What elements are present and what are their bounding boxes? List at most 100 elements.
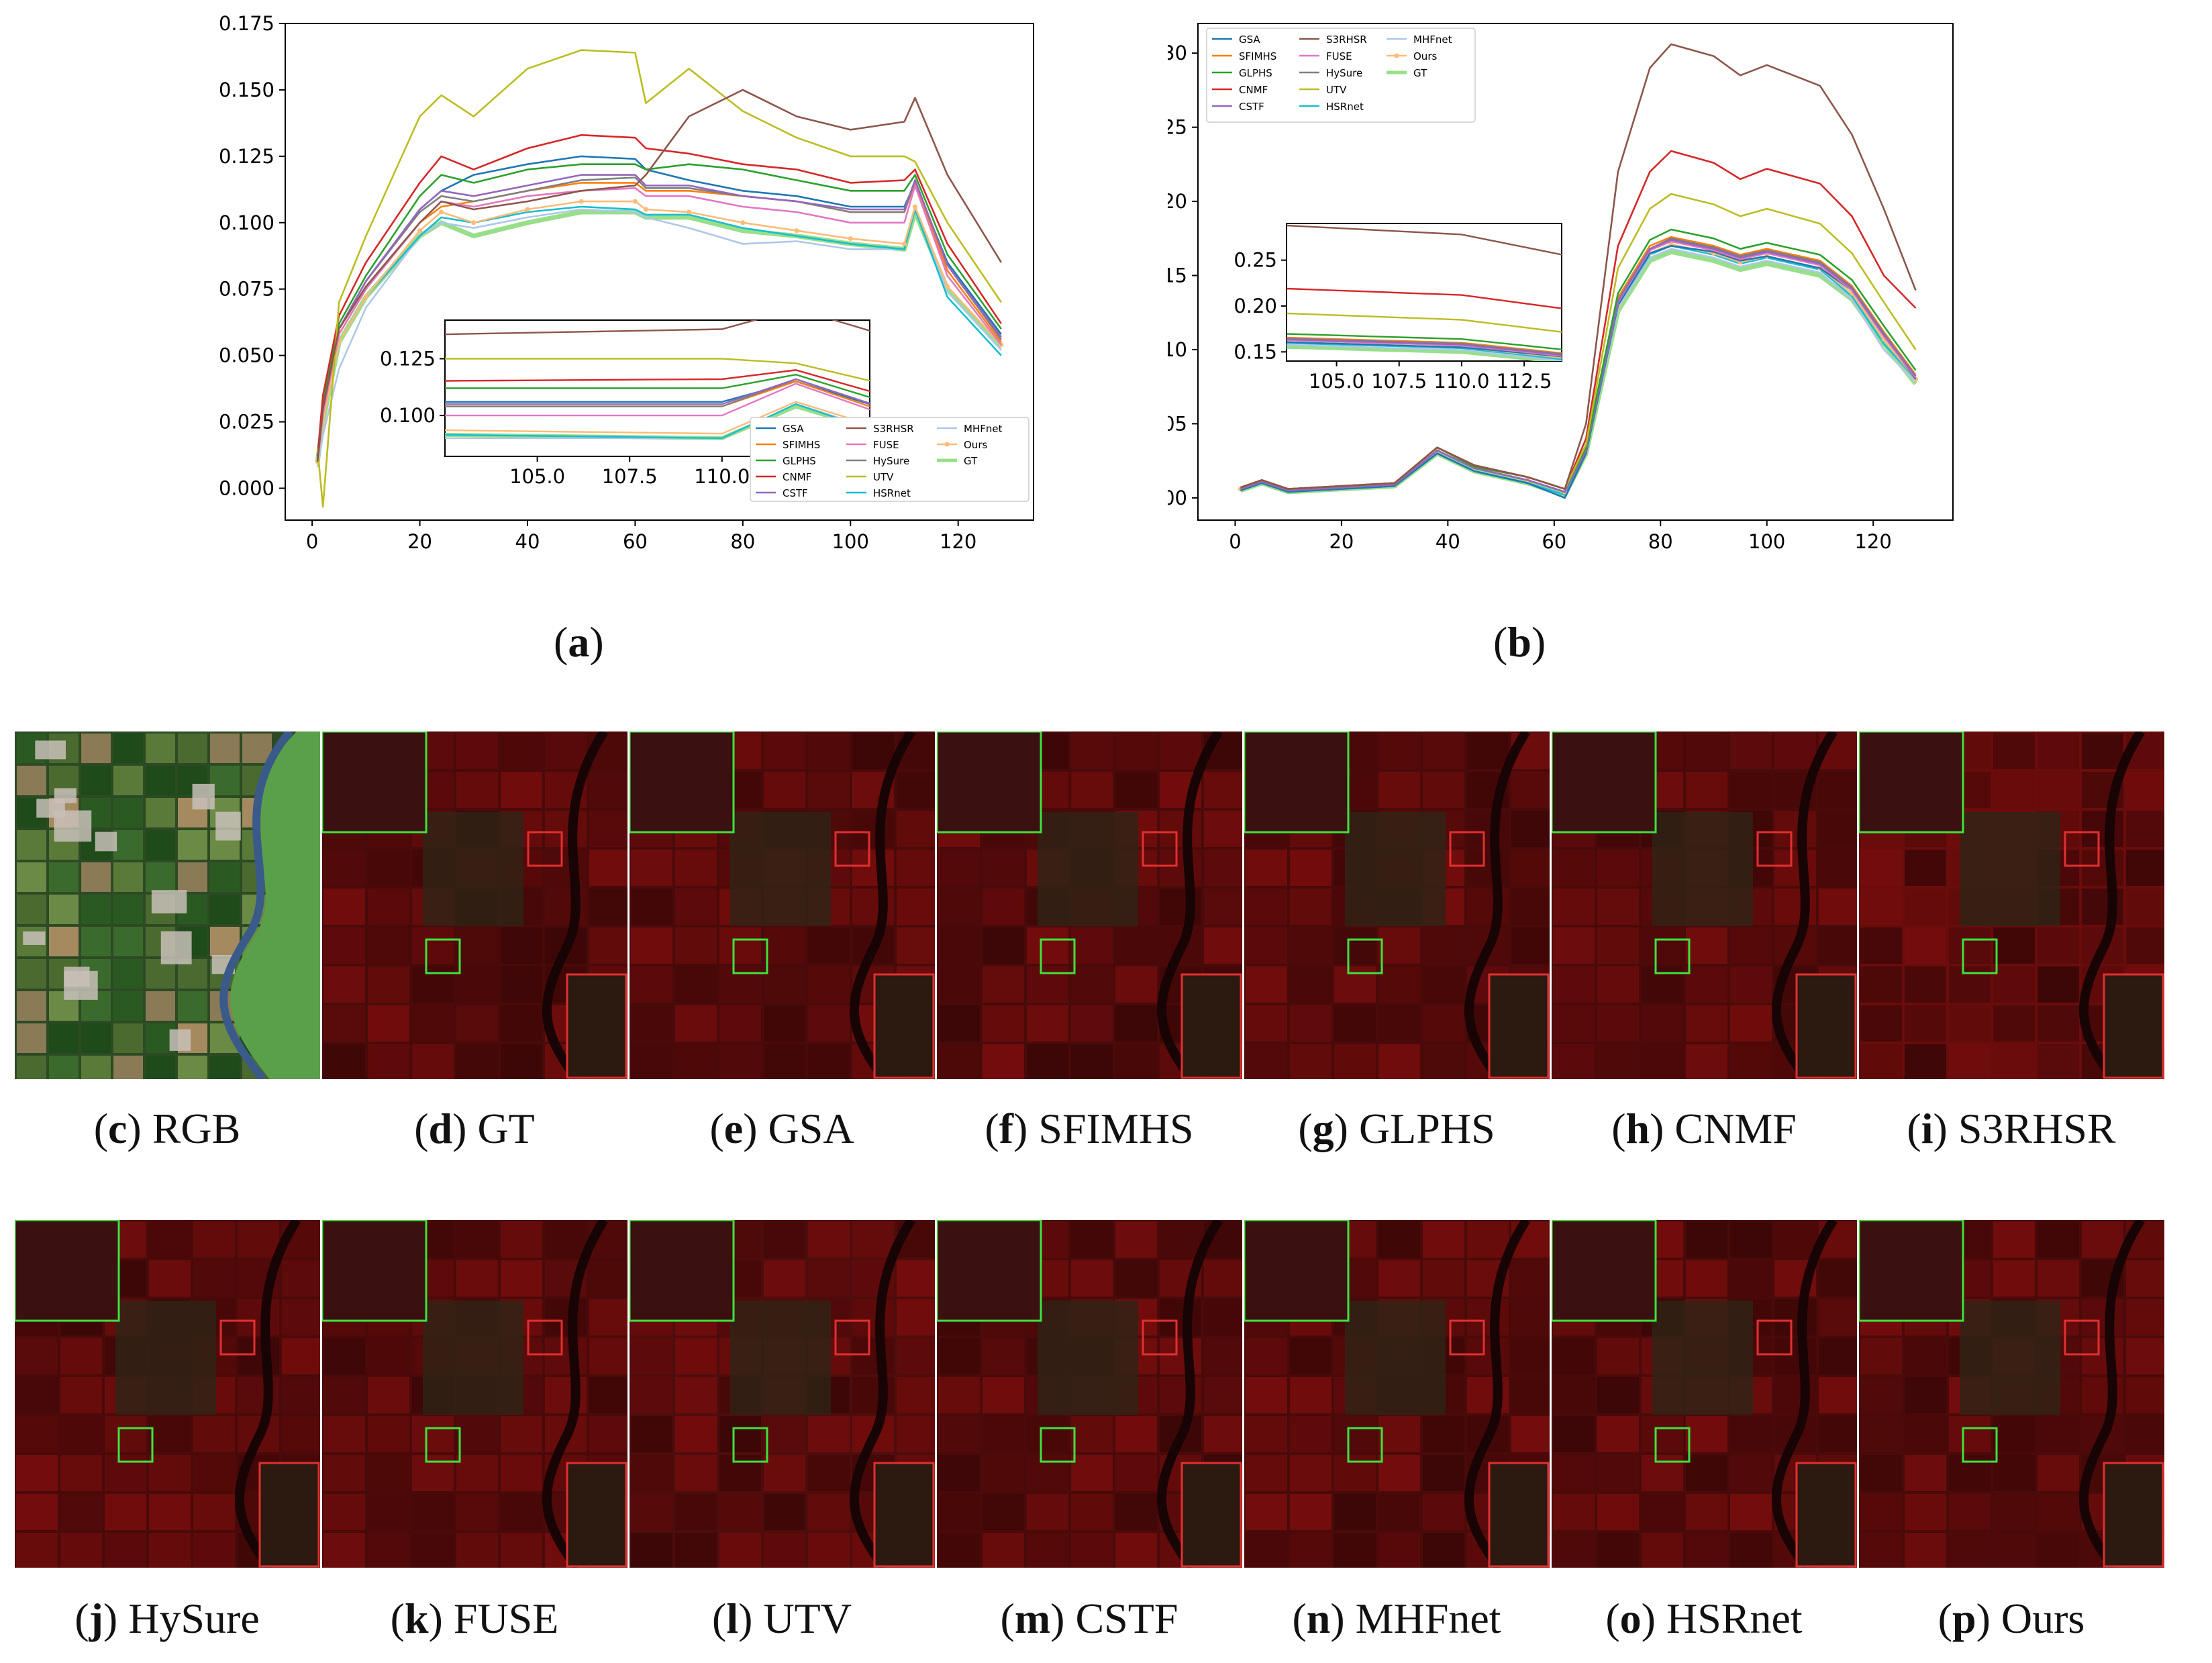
image-field (1290, 850, 1331, 886)
image-field (808, 1416, 850, 1452)
zoom-box-green (1859, 732, 1964, 834)
image-render (1859, 1220, 2164, 1568)
image-field (412, 1494, 454, 1530)
image-field (764, 966, 805, 1003)
inset-line-fuse (445, 383, 870, 417)
image-field (631, 1533, 672, 1568)
image-field (501, 1455, 542, 1491)
image-field (323, 1377, 365, 1413)
image-field (1334, 1494, 1376, 1530)
image-field (1334, 966, 1376, 1003)
image-field (368, 966, 409, 1003)
image-render (630, 1220, 935, 1568)
image-field (808, 1455, 850, 1491)
image-field (1378, 1005, 1420, 1042)
image-field (1774, 733, 1816, 769)
image-field (1597, 889, 1639, 925)
image-field (764, 1260, 805, 1297)
image-field (1378, 1260, 1420, 1297)
image-field (1553, 1416, 1595, 1452)
image-field (631, 927, 672, 964)
image-field (1115, 1455, 1157, 1491)
image-river (235, 1220, 301, 1568)
series-line-s3rhsr (1240, 43, 1917, 490)
image-field (897, 1416, 935, 1452)
zoom-marker-green (1654, 938, 1691, 974)
legend-label: HySure (873, 455, 909, 467)
caption-a: (a) (554, 618, 604, 666)
image-field (1686, 1221, 1727, 1258)
image-field (852, 1299, 894, 1336)
rgb-field (210, 862, 240, 892)
image-field (456, 1494, 498, 1530)
caption-letter: m (1014, 1595, 1051, 1642)
image-field (1686, 1494, 1727, 1530)
image-field (1246, 1416, 1287, 1452)
x-tick-label: 80 (1648, 530, 1673, 553)
image-field (1511, 1260, 1550, 1297)
image-field (1290, 1533, 1331, 1568)
image-field (1511, 1338, 1550, 1374)
image-field (1246, 927, 1287, 964)
image-field (368, 1338, 409, 1374)
caption-label: SFIMHS (1027, 1105, 1194, 1152)
image-field (1378, 1044, 1420, 1079)
caption-letter: p (1952, 1595, 1976, 1642)
image-field (938, 1377, 980, 1413)
image-field (938, 889, 980, 925)
image-field (1378, 966, 1420, 1003)
image-field (282, 1416, 320, 1452)
image-field (1597, 1044, 1639, 1079)
image-field (1553, 1533, 1595, 1568)
image-field (852, 811, 894, 847)
inset-y-tick-label: 0.20 (1234, 295, 1277, 317)
image-field (1204, 811, 1242, 847)
series-point-ours (643, 207, 648, 212)
rgb-field (81, 1023, 111, 1053)
image-field (193, 1260, 235, 1297)
image-field (545, 733, 587, 769)
zoom-box-red (2103, 1462, 2164, 1568)
image-field (1334, 1533, 1376, 1568)
inset-line-s3rhsr (445, 320, 870, 336)
image-field (897, 811, 935, 847)
image-field (1993, 772, 2035, 808)
rgb-village (95, 832, 117, 852)
image-field (589, 889, 627, 925)
series-line-glphs (316, 163, 1002, 457)
image-field (1246, 1455, 1287, 1491)
image-field (1730, 1455, 1772, 1491)
image-field (675, 850, 717, 886)
image-render (937, 732, 1242, 1079)
image-field (149, 1416, 191, 1452)
image-field (1819, 811, 1857, 847)
legend-label: CNMF (1239, 84, 1268, 96)
image-field (1115, 966, 1157, 1003)
image-field (764, 1533, 805, 1568)
caption-letter: k (404, 1595, 429, 1642)
image-field (675, 927, 717, 964)
image-field (412, 1416, 454, 1452)
image-field (938, 1416, 980, 1452)
image-field (1246, 850, 1287, 886)
rgb-field (17, 991, 46, 1021)
image-field (589, 772, 627, 808)
image-field (323, 1455, 365, 1491)
zoom-box-red (2103, 973, 2164, 1079)
image-field (1860, 1416, 1902, 1452)
image-field (1423, 1416, 1464, 1452)
zoom-marker-green (117, 1427, 154, 1463)
inset-line-s3rhsr (1287, 224, 1562, 256)
image-field (2038, 1260, 2079, 1297)
image-field (1730, 1221, 1772, 1258)
y-tick-label: 0.175 (219, 12, 274, 35)
image-field (323, 889, 365, 925)
image-field (2038, 733, 2079, 769)
image-field (1819, 1260, 1857, 1297)
caption-letter: h (1625, 1105, 1650, 1152)
rgb-field (49, 862, 79, 892)
spectral-chart-a: 0.000 0.025 0.050 0.075 0.100 0.125 0.150 0.175… (219, 12, 1034, 553)
image-field (1819, 1377, 1857, 1413)
image-field (1949, 1455, 1991, 1491)
zoom-box-red (1180, 1462, 1242, 1568)
